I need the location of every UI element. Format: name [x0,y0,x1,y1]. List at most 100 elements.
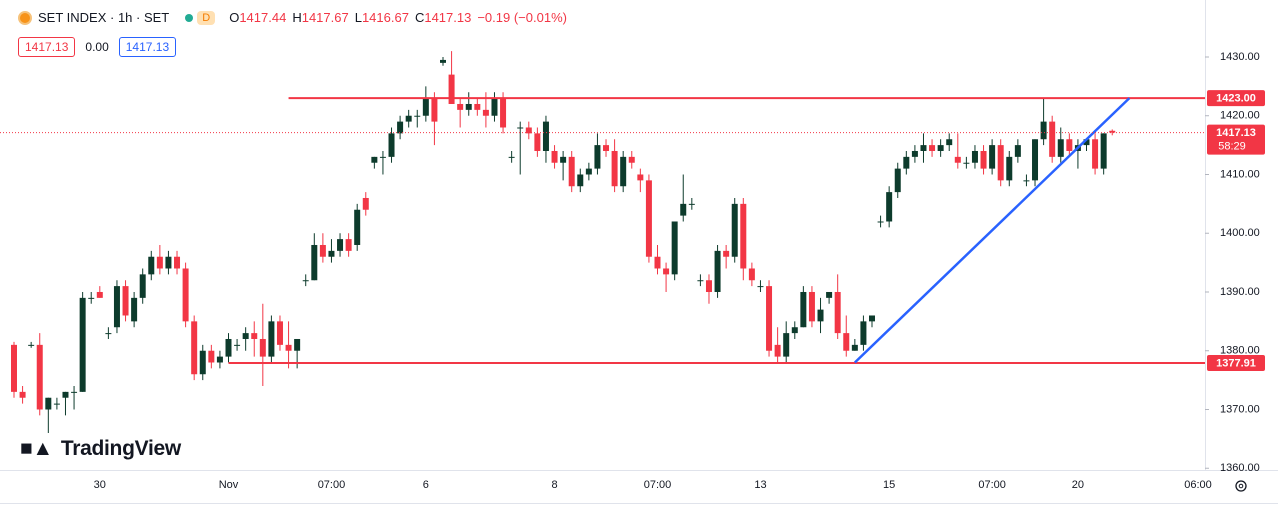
candle-body [11,344,17,392]
candle-body [1032,139,1039,181]
candle-body [911,150,918,157]
candle-body [500,98,507,128]
candle-body [654,256,661,269]
candle-body [783,333,790,357]
candle-body [551,150,558,163]
x-tick-label: 07:00 [978,479,1006,491]
symbol-logo [18,10,32,25]
candle-body [225,338,232,357]
candle-body [645,180,652,257]
level-label-bg [1207,90,1265,107]
candle-body [740,203,747,269]
candle-body [431,98,438,122]
candle-body [457,103,464,110]
buy-box[interactable]: 1417.13 [118,37,177,57]
candle-body [302,280,309,282]
candle-body [851,344,858,351]
candle-body [723,250,730,257]
level-label-bg [1207,355,1265,372]
candle-body [276,321,283,345]
candle-body [131,297,138,322]
watermark: ■▲ TradingView [20,437,181,461]
x-tick-label: 13 [754,479,766,491]
candle-body [568,156,575,187]
ohlc-item: L1416.67 [355,10,409,25]
watermark-text: TradingView [60,437,181,460]
candle-body [251,333,258,339]
candle-body [843,333,850,351]
x-tick-label: 07:00 [644,479,672,491]
candle-body [826,291,833,298]
candle-body [1023,180,1030,182]
symbol-header: SET INDEX · 1h · SET D O1417.44 H1417.67 L… [18,10,567,25]
candle-body [637,174,644,181]
candle-body [422,98,429,116]
candle-body [414,115,421,117]
ohlc-label: H [292,10,302,25]
candle-body [603,145,610,151]
candle-body [791,327,798,334]
candle-body [199,350,206,375]
interval-badge[interactable]: D [197,10,216,25]
level-label: 1423.00 [1216,93,1256,105]
candle-body [474,103,481,110]
level-label: 1377.91 [1216,357,1256,369]
candle-body [834,291,841,334]
candle-body [482,109,489,116]
settings-gear-hole [1238,483,1244,489]
candle-body [234,344,241,346]
last-price-bg [1207,124,1265,155]
sell-box[interactable]: 1417.13 [18,37,76,57]
market-status [185,13,194,22]
candle-body [1040,121,1047,140]
watermark-logo: ■▲ [20,437,53,460]
candle-body [71,391,78,393]
candle-body [1100,133,1107,169]
symbol-title[interactable]: SET INDEX · 1h · SET [38,10,170,25]
ohlc-item: H1417.67 [292,10,348,25]
candle-body [680,203,687,216]
candle-body [1049,121,1056,157]
candle-body [397,121,404,134]
candle-body [817,309,824,322]
candle-body [96,291,103,298]
quote-row: 1417.13 0.00 1417.13 [18,37,177,57]
candle-body [963,162,970,164]
candle-body [971,150,978,163]
candle-body [174,256,181,269]
x-tick-label: 6 [423,479,429,491]
ohlc-value: 1417.44 [239,10,287,25]
candle-body [88,297,95,299]
candle-body [79,297,86,392]
candle-body [697,280,704,282]
candle-body [877,221,884,223]
candle-body [517,127,524,129]
candle-body [53,403,60,405]
candle-body [705,280,712,292]
candle-body [259,338,266,357]
candle-body [379,156,386,158]
y-tick-label: 1430.00 [1220,51,1260,63]
settings-gear[interactable] [1235,480,1247,492]
candle-body [757,286,764,288]
candle-body [774,344,781,357]
candle-body [388,133,395,157]
candle-body [534,133,541,151]
candle-body [1057,139,1064,157]
candle-body [748,268,755,281]
y-tick-label: 1420.00 [1220,110,1260,122]
countdown-label: 58:29 [1218,141,1246,153]
candle-body [28,344,35,346]
x-tick-label: 06:00 [1184,479,1212,491]
ohlc-value: 1417.67 [301,10,349,25]
candle-body [182,268,189,322]
candle-body [156,256,163,269]
candle-body [285,344,292,351]
candle-body [1083,139,1090,146]
candle-body [808,291,815,322]
candle-body [362,197,369,210]
candle-body [62,391,69,398]
candle-body [440,59,446,63]
candle-body [242,333,249,339]
candle-body [663,268,670,275]
